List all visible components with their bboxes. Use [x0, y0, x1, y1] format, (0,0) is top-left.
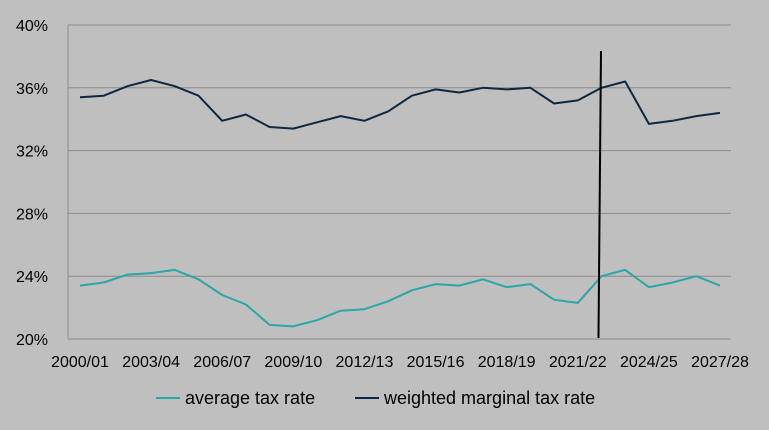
y-tick-label: 40% — [16, 18, 48, 35]
weighted-marginal-tax-rate-line — [79, 79, 721, 130]
x-tick-label: 2018/19 — [478, 354, 536, 371]
x-tick-label: 2021/22 — [549, 354, 607, 371]
x-tick-label: 2012/13 — [336, 354, 394, 371]
gridlines — [67, 24, 731, 340]
x-tick-label: 2024/25 — [620, 354, 678, 371]
y-tick-label: 20% — [16, 332, 48, 349]
x-tick-label: 2027/28 — [691, 354, 749, 371]
y-tick-label: 28% — [16, 206, 48, 223]
y-axis-ticks: 20% 24% 28% 32% 36% 40% — [16, 18, 48, 349]
x-tick-label: 2009/10 — [264, 354, 322, 371]
x-tick-label: 2003/04 — [122, 354, 180, 371]
forecast-marker — [597, 50, 602, 339]
x-tick-label: 2000/01 — [51, 354, 109, 371]
legend-label: weighted marginal tax rate — [383, 388, 595, 408]
series-lines — [79, 79, 721, 328]
legend: average tax rate weighted marginal tax ra… — [156, 388, 595, 408]
x-tick-label: 2006/07 — [193, 354, 251, 371]
x-tick-label: 2015/16 — [407, 354, 465, 371]
legend-label: average tax rate — [185, 388, 315, 408]
forecast-divider-line — [597, 50, 602, 339]
y-tick-label: 24% — [16, 269, 48, 286]
y-tick-label: 32% — [16, 144, 48, 161]
y-tick-label: 36% — [16, 81, 48, 98]
x-axis-ticks: 2000/01 2003/04 2006/07 2009/10 2012/13 2015/… — [51, 354, 749, 371]
average-tax-rate-line — [79, 268, 721, 328]
